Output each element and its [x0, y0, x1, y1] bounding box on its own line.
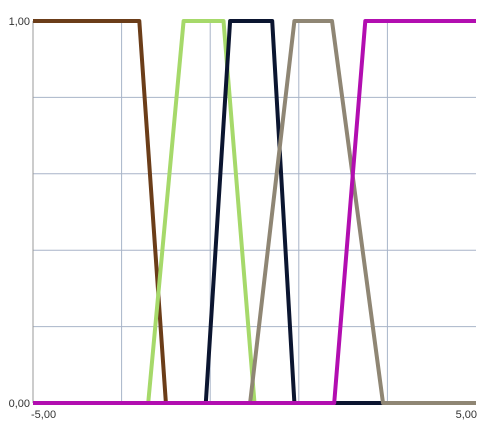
grid: [33, 21, 476, 403]
series-line-4: [33, 19, 476, 405]
series-line-2: [33, 19, 476, 405]
series-lines: [33, 19, 476, 405]
x-tick-label: 5,00: [456, 409, 477, 421]
series-line-1: [33, 19, 476, 405]
axes: [32, 21, 476, 404]
series-line-3: [33, 19, 476, 405]
x-tick-label: -5,00: [31, 409, 56, 421]
tick-labels: 0,00 1,00 -5,00 5,00: [9, 16, 477, 421]
series-line-5: [33, 19, 476, 405]
y-tick-label: 1,00: [9, 16, 30, 28]
y-tick-label: 0,00: [9, 398, 30, 410]
